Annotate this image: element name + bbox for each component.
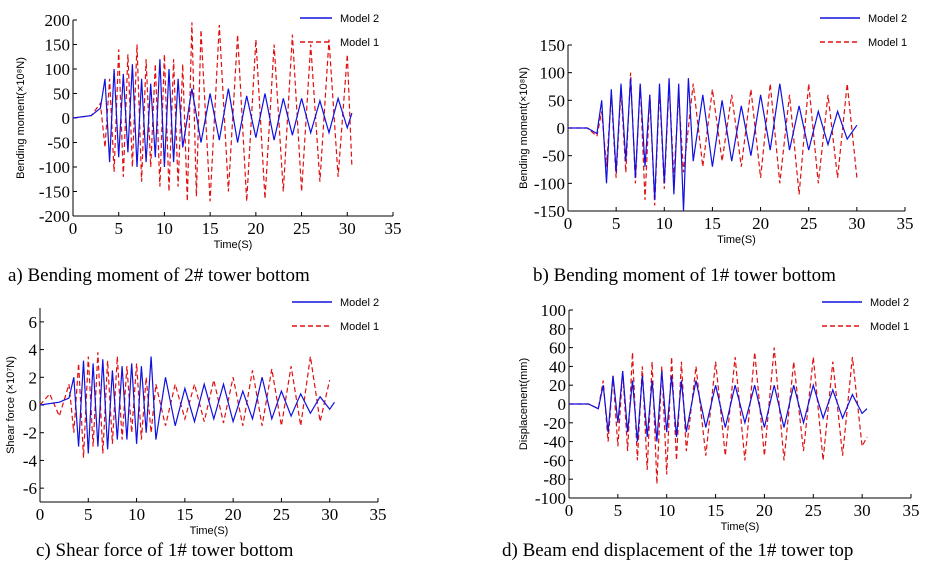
- x-tick-label: 15: [176, 505, 193, 524]
- y-axis-title: Bending moment(×10⁸N): [15, 57, 27, 179]
- x-tick-label: 0: [36, 505, 45, 524]
- legend-model-1-label: Model 1: [340, 321, 379, 333]
- y-tick-label: 2: [29, 368, 38, 387]
- x-tick-label: 5: [614, 501, 623, 520]
- x-tick-label: 20: [756, 501, 773, 520]
- x-tick-label: 0: [69, 219, 78, 238]
- x-tick-label: 35: [370, 505, 387, 524]
- legend-model-1-label: Model 1: [340, 37, 379, 49]
- y-tick-label: 150: [45, 36, 71, 55]
- x-tick-label: 30: [339, 219, 356, 238]
- x-tick-label: 0: [565, 501, 574, 520]
- y-tick-label: -100: [39, 158, 70, 177]
- y-tick-label: -100: [535, 489, 566, 508]
- caption-d: d) Beam end displacement of the 1# tower…: [502, 540, 853, 562]
- y-tick-label: -150: [534, 202, 565, 221]
- legend-model-1-label: Model 1: [868, 37, 907, 49]
- x-tick-label: 30: [854, 501, 871, 520]
- x-axis-title: Time(S): [214, 239, 253, 251]
- y-tick-label: -20: [543, 414, 566, 433]
- y-tick-label: 50: [53, 85, 70, 104]
- y-tick-label: -6: [23, 479, 37, 498]
- y-tick-label: -2: [23, 424, 37, 443]
- x-tick-label: 35: [897, 214, 914, 233]
- y-tick-label: -80: [543, 470, 566, 489]
- y-tick-label: -4: [23, 451, 38, 470]
- y-tick-label: -150: [39, 183, 70, 202]
- y-tick-label: 50: [548, 91, 565, 110]
- x-tick-label: 5: [612, 214, 621, 233]
- x-tick-label: 15: [704, 214, 721, 233]
- y-tick-label: 0: [62, 109, 71, 128]
- y-tick-label: -100: [534, 174, 565, 193]
- y-tick-label: 150: [540, 36, 566, 55]
- y-tick-label: 6: [29, 313, 38, 332]
- caption-c: c) Shear force of 1# tower bottom: [36, 540, 293, 562]
- chart-b-svg: 0 5 10 15 20 25 30 35 150 100 50 0 -50 -100 -150 Time(S…: [475, 0, 951, 290]
- y-tick-label: 0: [557, 119, 566, 138]
- y-tick-label: 20: [549, 376, 566, 395]
- y-tick-label: 0: [558, 395, 567, 414]
- x-tick-label: 10: [656, 214, 673, 233]
- chart-panel-b: 0 5 10 15 20 25 30 35 150 100 50 0 -50 -100 -150 Time(S…: [475, 0, 951, 290]
- caption-b: b) Bending moment of 1# tower bottom: [533, 265, 836, 287]
- chart-panel-a: 0 5 10 15 20 25 30 35 200 150 100 50 0 -50 -100 -150 -20…: [0, 0, 475, 290]
- y-tick-label: 0: [29, 396, 38, 415]
- x-tick-label: 30: [848, 214, 865, 233]
- x-tick-label: 5: [114, 219, 123, 238]
- series-model-2-line: [568, 78, 857, 211]
- y-tick-label: -200: [39, 207, 70, 226]
- x-axis-title: Time(S): [717, 234, 756, 246]
- y-axis-title: Bending moment(×10⁸N): [518, 67, 530, 189]
- x-tick-label: 15: [202, 219, 219, 238]
- y-tick-label: -50: [47, 134, 70, 153]
- x-tick-label: 5: [84, 505, 93, 524]
- x-tick-label: 20: [247, 219, 264, 238]
- x-tick-label: 35: [903, 501, 920, 520]
- y-axis-title: Displacement(mm): [518, 358, 530, 450]
- y-axis-title: Shear force (×10⁷N): [5, 356, 17, 454]
- chart-a-svg: 0 5 10 15 20 25 30 35 200 150 100 50 0 -50 -100 -150 -20…: [0, 0, 475, 290]
- x-tick-label: 25: [805, 501, 822, 520]
- y-tick-label: 100: [541, 301, 567, 320]
- legend-model-2-label: Model 2: [870, 297, 909, 309]
- x-axis-title: Time(S): [721, 521, 760, 533]
- y-tick-label: 60: [549, 339, 566, 358]
- x-tick-label: 35: [385, 219, 402, 238]
- y-tick-label: -50: [542, 147, 565, 166]
- chart-panel-c: 0 5 10 15 20 25 30 35 6 4 2 0 -2 -4 -6 Time(S) Shear for…: [0, 290, 475, 571]
- x-tick-label: 25: [800, 214, 817, 233]
- y-tick-label: -60: [543, 451, 566, 470]
- y-tick-label: 100: [45, 60, 71, 79]
- x-tick-label: 15: [707, 501, 724, 520]
- x-tick-label: 10: [658, 501, 675, 520]
- y-tick-label: 80: [549, 320, 566, 339]
- x-axis-title: Time(S): [190, 525, 229, 537]
- x-tick-label: 25: [273, 505, 290, 524]
- series-model-1-line: [73, 22, 352, 201]
- x-tick-label: 30: [321, 505, 338, 524]
- x-tick-label: 20: [225, 505, 242, 524]
- chart-panel-d: 0 5 10 15 20 25 30 35 100 80 60 40 20 0 -20 -40 -60 -80 -1…: [475, 290, 951, 571]
- x-tick-label: 20: [752, 214, 769, 233]
- series-model-2-line: [40, 357, 335, 454]
- y-tick-label: -40: [543, 433, 566, 452]
- legend-model-2-label: Model 2: [340, 297, 379, 309]
- x-tick-label: 25: [293, 219, 310, 238]
- chart-d-svg: 0 5 10 15 20 25 30 35100806040200-20-40-60-80-1…: [475, 290, 951, 571]
- x-tick-label: 10: [156, 219, 173, 238]
- x-tick-label: 0: [564, 214, 573, 233]
- y-tick-label: 40: [549, 357, 566, 376]
- y-tick-label: 4: [29, 341, 38, 360]
- caption-a: a) Bending moment of 2# tower bottom: [8, 265, 310, 287]
- y-tick-label: 200: [45, 11, 71, 30]
- x-tick-label: 10: [128, 505, 145, 524]
- y-tick-label: 100: [540, 64, 566, 83]
- legend-model-2-label: Model 2: [868, 13, 907, 25]
- legend-model-1-label: Model 1: [870, 321, 909, 333]
- legend-model-2-label: Model 2: [340, 13, 379, 25]
